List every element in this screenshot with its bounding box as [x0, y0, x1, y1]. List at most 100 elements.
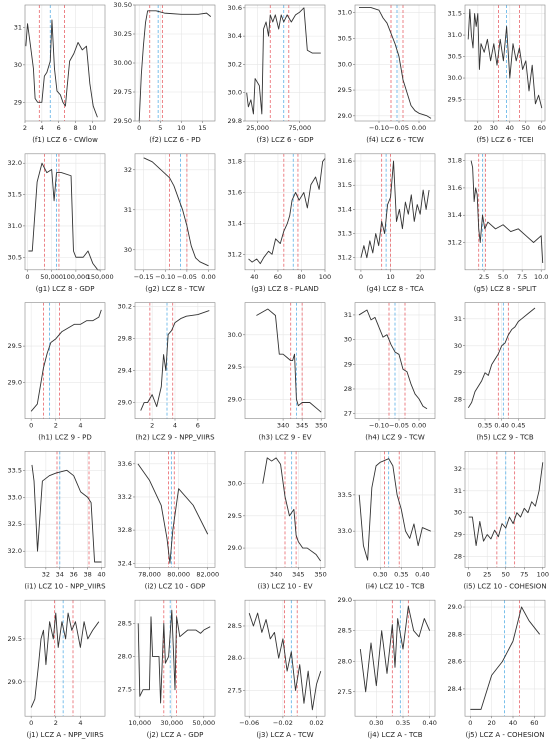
plot-frame — [134, 599, 216, 717]
x-tick-label: 0.40 — [415, 570, 429, 578]
plot-area — [25, 5, 105, 121]
y-tick-label: 31.2 — [448, 239, 462, 247]
x-tick-label: 0 — [29, 422, 33, 430]
x-tick-label: 0.35 — [478, 422, 492, 430]
data-line — [25, 19, 98, 118]
plot-frame — [244, 153, 326, 271]
panel: 30 31 32 −0.15 −0.10 −0.05 0.00 (g2) LCZ 8 - TC… — [124, 153, 216, 293]
y-tick-label: 27 — [344, 410, 352, 418]
panel: 28 29 30 31 0.35 0.40 0.45 (h5) LCZ 9 - TCB — [454, 302, 546, 442]
y-tick-label: 29.5 — [228, 512, 242, 520]
y-tick-label: 29.0 — [228, 544, 242, 552]
panel-caption: (f5) LCZ 6 - TCEI — [476, 136, 533, 144]
x-tick-label: −0.05 — [177, 273, 197, 281]
x-tick-label: −0.10 — [369, 422, 389, 430]
panel-caption: (f2) LCZ 6 - PD — [149, 136, 200, 144]
panel-caption: (j2) LCZ A - GDP — [147, 731, 204, 739]
panel: 29.0 29.5 30.0 340 345 350(i3) LCZ 10 - EV — [228, 451, 327, 590]
plot-area — [135, 153, 215, 270]
plot-frame — [24, 599, 106, 717]
panel-caption: (j4) LCZ A - TCB — [367, 731, 422, 739]
y-tick-label: 31.0 — [8, 222, 22, 230]
y-tick-label: 29.4 — [118, 367, 132, 375]
y-tick-label: 31.8 — [228, 158, 242, 166]
y-tick-label: 31.2 — [228, 250, 242, 258]
panel: 29.0 29.5 0 2 4 (h1) LCZ 9 - PD — [8, 302, 106, 442]
y-tick-label: 31.8 — [448, 157, 462, 165]
plot-frame — [244, 451, 326, 568]
x-tick-label: 20 — [474, 124, 482, 132]
data-line — [28, 162, 101, 271]
data-line — [246, 7, 321, 115]
plot-frame — [134, 4, 216, 122]
panel-caption: (g1) LCZ 8 - GDP — [36, 285, 95, 293]
x-tick-label: 0.00 — [201, 273, 215, 281]
plot-frame — [134, 302, 216, 419]
x-tick-label: 78,000 — [138, 570, 161, 578]
x-tick-label: 4 — [40, 124, 44, 132]
x-tick-label: 60 — [538, 124, 546, 132]
x-tick-label: 350 — [315, 422, 327, 430]
data-line — [358, 458, 431, 561]
x-tick-label: 25,000 — [246, 124, 269, 132]
x-tick-label: 0 — [137, 124, 141, 132]
y-tick-label: 31 — [454, 315, 462, 323]
y-tick-label: 31.2 — [338, 254, 352, 262]
y-tick-label: 30.0 — [228, 480, 242, 488]
y-tick-label: 28.0 — [338, 657, 352, 665]
plot-frame — [244, 599, 326, 717]
x-tick-label: 0 — [359, 273, 363, 281]
panel-caption: (i3) LCZ 10 - EV — [258, 582, 313, 590]
panel: 29.0 29.5 30.0 30.5 31.0 −0.10 −0.05 0.00 (f4) L… — [338, 4, 436, 144]
x-tick-label: 5.0 — [498, 273, 508, 281]
x-tick-label: 10 — [88, 124, 96, 132]
x-tick-label: 100 — [319, 273, 331, 281]
y-tick-label: 30.5 — [8, 253, 22, 261]
y-tick-label: 31.5 — [338, 181, 352, 189]
panel: 32.4 32.8 33.2 33.6 78,000 80,000 82,000 (i2) L… — [118, 451, 219, 590]
panel: 31.2 31.3 31.4 31.5 31.6 0 10 20 (g4) LCZ 8 - TC… — [338, 153, 436, 293]
y-tick-label: 31.4 — [228, 219, 242, 227]
x-tick-label: 25 — [483, 570, 491, 578]
plot-area — [135, 600, 215, 717]
plot-area — [355, 153, 435, 270]
data-line — [137, 463, 209, 564]
panel: 27.5 28.0 28.5 10,000 30,000 50,000 (j2) LCZ A… — [118, 599, 216, 739]
panel-caption: (j3) LCZ A - TCW — [256, 731, 313, 739]
panel: 28 29 30 31 32 0 25 50 75 100 (i5) LCZ 10 - COHESI… — [454, 451, 549, 590]
x-tick-label: 0.40 — [494, 422, 508, 430]
x-tick-label: −0.10 — [369, 124, 389, 132]
plot-frame — [24, 153, 106, 271]
x-tick-label: 0.00 — [412, 124, 426, 132]
y-tick-label: 29.5 — [228, 363, 242, 371]
y-tick-label: 30 — [454, 509, 462, 517]
x-tick-label: 0 — [29, 719, 33, 727]
y-tick-label: 28.4 — [448, 685, 462, 693]
plot-frame — [464, 451, 546, 568]
panel-caption: (f3) LCZ 6 - GDP — [257, 136, 314, 144]
panel: 29.5 30.0 30.5 31.0 31.5 20 30 40 50 60 (f5) LCZ 6… — [448, 4, 546, 144]
panel: 27 28 29 30 31 −0.10 −0.05 0.00 (h4) LCZ 9 - TCW — [344, 302, 436, 442]
panel-caption: (i4) LCZ 10 - TCB — [365, 582, 425, 590]
x-tick-label: 340 — [270, 570, 282, 578]
y-tick-label: 31.0 — [338, 9, 352, 17]
y-tick-label: 29.5 — [8, 635, 22, 643]
x-tick-label: 0.35 — [394, 570, 408, 578]
x-tick-label: 32 — [42, 570, 50, 578]
plot-area — [465, 153, 545, 270]
x-tick-label: 40 — [509, 719, 517, 727]
panel: 29 30 31 2 4 6 8 10 (f1) LCZ 6 - CWlow — [14, 4, 106, 144]
y-tick-label: 32.0 — [8, 547, 22, 555]
plot-frame — [464, 302, 546, 419]
y-tick-label: 30 — [124, 246, 132, 254]
y-tick-label: 29.5 — [448, 96, 462, 104]
x-tick-label: 60 — [274, 273, 282, 281]
plot-area — [25, 302, 105, 419]
x-tick-label: 10 — [177, 124, 185, 132]
panel: 31.2 31.4 31.6 31.8 40 60 80 100(g3) LCZ 8 - PL… — [228, 153, 331, 293]
y-tick-label: 31.3 — [338, 230, 352, 238]
x-tick-label: 2 — [54, 422, 58, 430]
x-tick-label: 0.30 — [369, 719, 383, 727]
y-tick-label: 31 — [454, 487, 462, 495]
